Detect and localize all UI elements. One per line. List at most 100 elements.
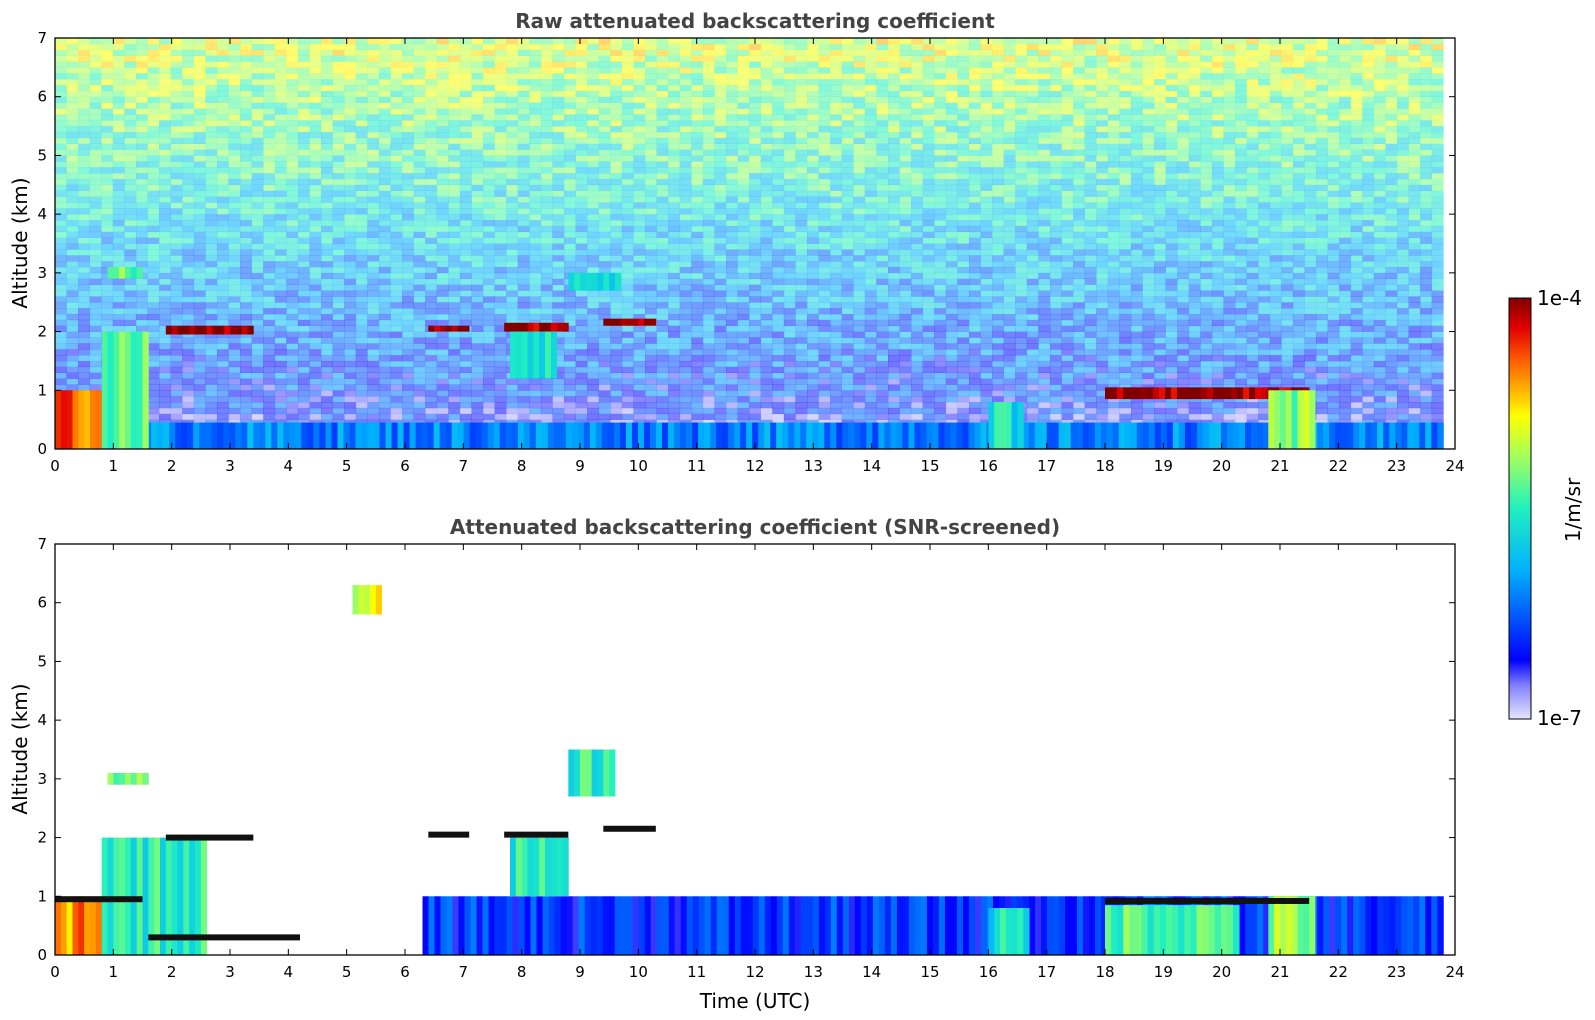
noise-cell	[679, 143, 692, 150]
noise-cell	[286, 202, 299, 209]
noise-cell	[263, 360, 276, 368]
noise-cell	[853, 278, 866, 285]
noise-cell	[344, 349, 357, 356]
noise-cell	[425, 208, 438, 215]
noise-cell	[274, 261, 287, 268]
noise-cell	[367, 249, 380, 256]
noise-cell	[795, 90, 808, 98]
noise-cell	[344, 43, 357, 51]
noise-cell	[193, 155, 206, 162]
noise-cell	[830, 155, 843, 162]
noise-cell	[251, 325, 264, 332]
noise-cell	[783, 49, 796, 56]
noise-cell	[112, 137, 125, 144]
noise-cell	[78, 237, 91, 244]
noise-cell	[55, 249, 67, 256]
noise-cell	[587, 38, 600, 45]
noise-cell	[714, 278, 727, 285]
noise-cell	[483, 184, 495, 191]
noise-cell	[506, 49, 519, 56]
noise-cell	[726, 384, 738, 391]
noise-cell	[633, 167, 646, 174]
noise-cell	[147, 313, 160, 321]
noise-cell	[841, 349, 854, 356]
noise-cell	[182, 108, 195, 115]
noise-cell	[367, 137, 380, 144]
noise-cell	[737, 402, 750, 409]
noise-cell	[772, 407, 785, 415]
noise-cell	[216, 319, 229, 326]
noise-cell	[656, 355, 669, 362]
noise-cell	[818, 155, 831, 162]
noise-cell	[101, 49, 114, 56]
noise-cell	[193, 237, 206, 244]
noise-cell	[413, 243, 426, 250]
noise-cell	[297, 79, 310, 86]
noise-cell	[344, 237, 357, 244]
noise-cell	[402, 278, 414, 285]
noise-cell	[459, 108, 472, 115]
noise-cell	[656, 167, 669, 174]
noise-cell	[610, 243, 623, 250]
noise-cell	[205, 225, 218, 233]
noise-cell	[726, 178, 738, 186]
noise-cell	[78, 96, 91, 103]
noise-cell	[355, 202, 368, 209]
noise-cell	[471, 225, 484, 233]
noise-cell	[506, 402, 519, 409]
noise-cell	[772, 266, 785, 274]
noise-cell	[55, 278, 67, 285]
noise-cell	[552, 196, 565, 203]
noise-cell	[506, 67, 519, 74]
noise-cell	[355, 90, 368, 98]
noise-cell	[656, 202, 669, 209]
noise-cell	[332, 137, 345, 144]
noise-cell	[170, 49, 183, 56]
noise-cell	[506, 43, 519, 51]
noise-cell	[575, 67, 588, 74]
noise-cell	[864, 266, 877, 274]
noise-cell	[89, 325, 102, 332]
noise-cell	[471, 355, 484, 362]
noise-cell	[621, 208, 634, 215]
noise-cell	[506, 149, 519, 156]
noise-cell	[332, 43, 345, 51]
noise-cell	[633, 102, 646, 109]
noise-cell	[841, 272, 854, 280]
noise-cell	[413, 313, 426, 321]
noise-cell	[656, 61, 669, 68]
noise-cell	[459, 255, 472, 262]
noise-cell	[321, 319, 333, 326]
noise-cell	[240, 407, 252, 415]
noise-cell	[193, 208, 206, 215]
noise-cell	[378, 126, 391, 133]
noise-cell	[795, 38, 808, 45]
noise-cell	[413, 372, 426, 379]
noise-cell	[390, 131, 403, 139]
noise-cell	[841, 396, 854, 403]
noise-cell	[402, 143, 414, 150]
noise-cell	[587, 73, 600, 80]
noise-cell	[679, 308, 692, 315]
noise-cell	[367, 202, 380, 209]
noise-cell	[760, 208, 773, 215]
noise-cell	[668, 413, 681, 420]
noise-cell	[841, 308, 854, 315]
noise-cell	[378, 225, 391, 233]
noise-cell	[55, 325, 67, 332]
noise-cell	[448, 237, 461, 244]
noise-cell	[425, 266, 438, 274]
noise-cell	[251, 296, 264, 303]
noise-cell	[332, 296, 345, 303]
noise-cell	[610, 366, 623, 373]
noise-cell	[471, 272, 484, 280]
noise-cell	[459, 290, 472, 297]
noise-cell	[564, 366, 576, 373]
noise-cell	[378, 407, 391, 415]
noise-cell	[378, 384, 391, 391]
noise-cell	[228, 173, 241, 180]
noise-cell	[737, 407, 750, 415]
noise-cell	[228, 149, 241, 156]
noise-cell	[240, 202, 252, 209]
noise-cell	[66, 278, 79, 285]
